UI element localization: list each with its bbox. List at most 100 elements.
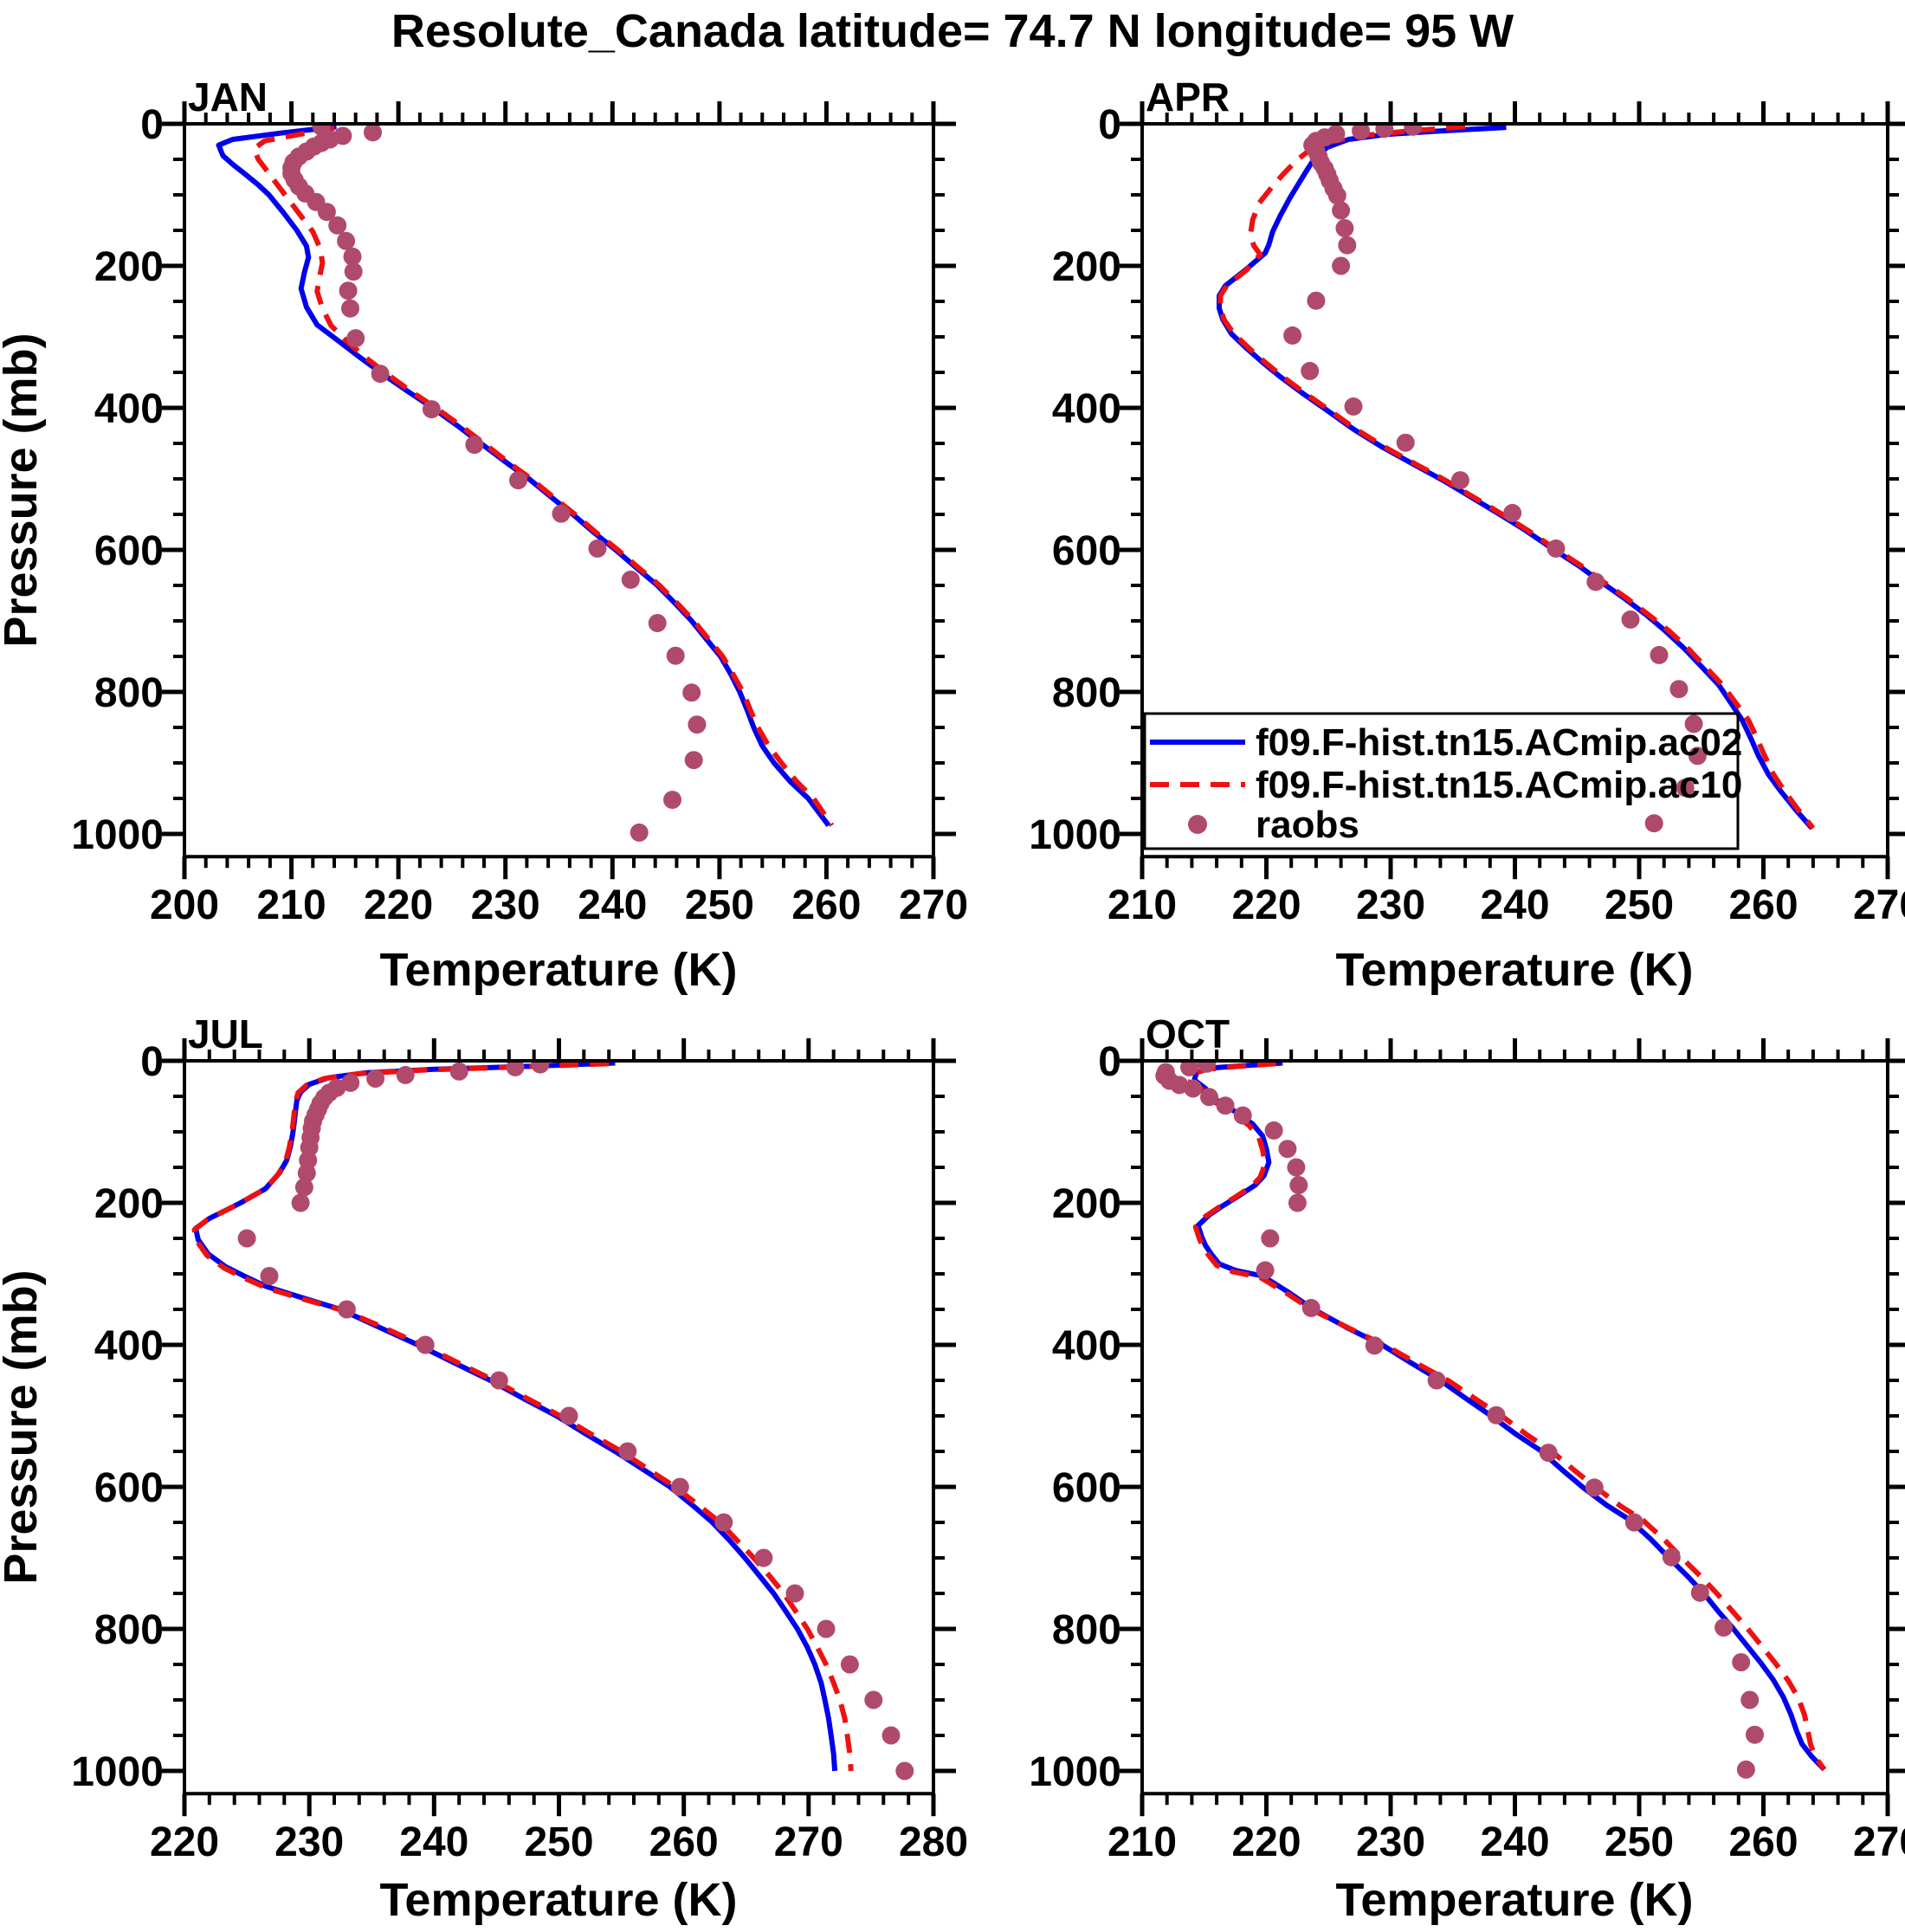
- y-tick-label: 1000: [71, 812, 164, 858]
- raobs-dot: [1283, 326, 1302, 345]
- y-tick-label: 600: [1052, 528, 1121, 574]
- raobs-dot: [1427, 1371, 1446, 1390]
- raobs-dot: [506, 1061, 525, 1076]
- raobs-dot: [1740, 1690, 1760, 1709]
- x-tick-label: 210: [1107, 1819, 1177, 1865]
- series-line-ac10: [1217, 124, 1816, 830]
- x-tick-label: 230: [274, 1819, 344, 1865]
- raobs-dot: [648, 614, 667, 632]
- raobs-dot: [366, 1069, 385, 1088]
- axis-tick-labels: 220 230 240 250 260 270 280 0 200 400 600 800 1000: [71, 1039, 968, 1865]
- panel-series-jul: [191, 1061, 914, 1780]
- y-tick-label: 800: [94, 1607, 164, 1653]
- raobs-dot: [682, 683, 701, 702]
- raobs-dot: [1396, 433, 1415, 452]
- x-axis-title-apr: Temperature (K): [1335, 944, 1693, 996]
- raobs-dot: [341, 1073, 360, 1092]
- y-tick-label: 0: [140, 1039, 164, 1085]
- raobs-dot: [337, 231, 356, 250]
- x-tick-label: 240: [578, 882, 647, 928]
- y-tick-label: 600: [94, 1465, 164, 1511]
- raobs-dot: [1662, 1548, 1681, 1567]
- panel-label-jul: JUL: [188, 1011, 263, 1056]
- x-tick-label: 210: [257, 882, 326, 928]
- raobs-dot: [294, 1178, 313, 1197]
- y-tick-label: 1000: [1029, 812, 1121, 858]
- axis-ticks: [1120, 1038, 1905, 1817]
- x-axis-title-oct: Temperature (K): [1335, 1874, 1693, 1926]
- raobs-dot: [1200, 1088, 1218, 1107]
- raobs-dot: [1184, 1079, 1203, 1098]
- raobs-dot: [1688, 746, 1707, 766]
- raobs-dot: [364, 124, 382, 142]
- raobs-dot: [416, 1335, 435, 1354]
- raobs-dot: [371, 365, 390, 384]
- raobs-dot: [1676, 779, 1695, 798]
- raobs-dot: [666, 646, 685, 665]
- raobs-dot: [1714, 1618, 1734, 1637]
- raobs-dot: [817, 1619, 836, 1638]
- x-tick-label: 210: [1107, 882, 1177, 928]
- panel-series-oct: [1155, 1061, 1827, 1779]
- raobs-dots: [1155, 1061, 1764, 1779]
- y-tick-label: 400: [1052, 386, 1121, 432]
- panel-jan: 200 210 220 230 240 250 260 270 0 200 400 600 800 100…: [71, 101, 968, 928]
- x-tick-label: 220: [1231, 882, 1301, 928]
- raobs-dot: [346, 329, 365, 348]
- x-tick-label: 270: [1853, 1819, 1905, 1865]
- raobs-dot: [1352, 124, 1371, 140]
- y-tick-label: 400: [94, 386, 164, 432]
- x-tick-label: 240: [1480, 882, 1549, 928]
- raobs-dot: [396, 1065, 415, 1084]
- raobs-dot: [1332, 201, 1351, 220]
- axis-ticks: [1120, 101, 1905, 880]
- axis-ticks: [162, 101, 956, 880]
- x-tick-label: 240: [1480, 1819, 1549, 1865]
- raobs-dot: [1547, 539, 1566, 558]
- panel-label-apr: APR: [1146, 74, 1230, 120]
- y-tick-label: 200: [1052, 244, 1121, 290]
- x-tick-label: 250: [685, 882, 754, 928]
- legend-dot: [1188, 815, 1207, 834]
- raobs-dot: [688, 715, 707, 734]
- raobs-dot: [1503, 503, 1522, 522]
- y-axis-title-row1: Pressure (mb): [0, 333, 47, 647]
- raobs-dot: [1450, 471, 1469, 490]
- panel-jul: 220 230 240 250 260 270 280 0 200 400 600 800 1000: [71, 1038, 968, 1865]
- raobs-dot: [339, 281, 358, 300]
- y-tick-label: 800: [94, 670, 164, 716]
- raobs-dots: [282, 124, 707, 842]
- raobs-dot: [559, 1406, 578, 1425]
- x-tick-label: 230: [1356, 882, 1425, 928]
- raobs-dot: [1539, 1444, 1558, 1463]
- series-line-ac10: [191, 1061, 854, 1772]
- raobs-dot: [1621, 610, 1640, 629]
- raobs-dot: [670, 1477, 689, 1496]
- x-tick-label: 220: [364, 882, 433, 928]
- y-tick-label: 400: [94, 1323, 164, 1369]
- plot-frame: [183, 122, 935, 859]
- x-axis-title-jan: Temperature (K): [379, 944, 737, 996]
- raobs-dot: [1288, 1193, 1307, 1212]
- raobs-dot: [337, 1300, 356, 1319]
- legend-label-raobs: raobs: [1256, 804, 1359, 846]
- raobs-dot: [1585, 1478, 1604, 1497]
- raobs-dot: [1278, 1140, 1297, 1159]
- raobs-dot: [630, 823, 649, 842]
- y-tick-label: 400: [1052, 1323, 1121, 1369]
- y-tick-label: 1000: [1029, 1749, 1121, 1795]
- x-tick-label: 240: [399, 1819, 468, 1865]
- panel-apr: 210 220 230 240 250 260 270 0 200 400 600 800 1000: [1029, 101, 1905, 928]
- raobs-dot: [881, 1726, 901, 1745]
- raobs-dot: [1736, 1760, 1755, 1779]
- raobs-dot: [1644, 814, 1663, 833]
- raobs-dot: [1365, 1336, 1384, 1355]
- raobs-dot: [1684, 714, 1703, 733]
- axis-tick-labels: 210 220 230 240 250 260 270 0 200 400 600 800 1000: [1029, 102, 1905, 928]
- x-tick-label: 250: [1605, 1819, 1674, 1865]
- raobs-dots: [237, 1061, 914, 1780]
- raobs-dot: [1332, 256, 1351, 275]
- raobs-dot: [663, 791, 681, 810]
- y-tick-label: 0: [1098, 102, 1121, 148]
